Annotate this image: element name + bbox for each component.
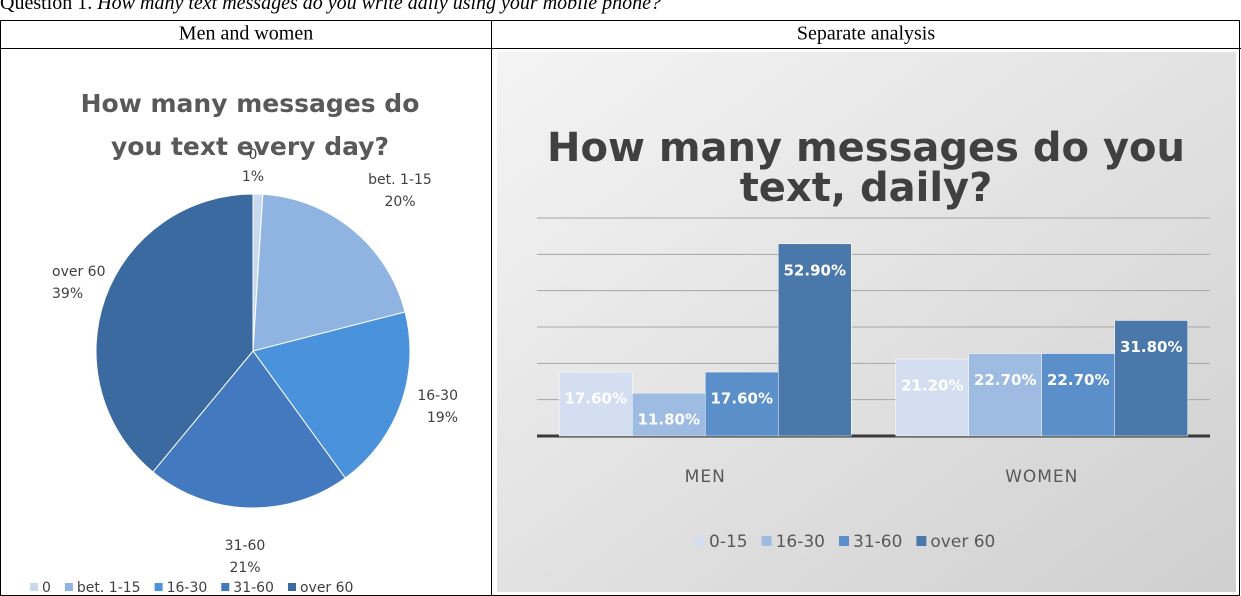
slice-label: bet. 1-15 [368,172,432,188]
data-label: 52.90% [784,261,846,279]
legend-swatch [761,536,772,546]
question-text: How many text messages do you write dail… [96,0,661,14]
pie-slice [95,193,254,473]
title-line: How many messages do you [547,125,1185,171]
title-line: How many messages do [81,89,420,118]
bar [559,371,633,437]
chart-background [497,52,1236,592]
slice-value: 20% [384,194,415,210]
legend-label: over 60 [930,532,995,552]
legend-swatch [221,583,230,591]
legend-swatch [30,583,38,591]
slice-value: 39% [52,286,83,302]
legend-label: 0-15 [709,532,748,552]
legend-label: 31-60 [233,580,274,596]
slice-label: 31-60 [225,538,266,554]
bar [632,392,706,437]
slice-value: 21% [229,560,260,576]
legend-swatch [154,583,163,591]
pie-slice [252,311,411,479]
data-label: 31.80% [1120,338,1182,356]
legend-label: 0 [42,580,51,596]
legend-label: 16-30 [776,532,825,552]
header-cell: Separate analysis [797,23,935,45]
data-label: 21.20% [901,376,963,394]
legend-swatch [695,536,705,546]
legend-swatch [839,536,849,546]
x-tick-label: WOMEN [1005,467,1078,487]
question: Question 1. How many text messages do yo… [0,0,661,14]
x-tick-label: MEN [685,467,726,487]
slice-label: 16-30 [417,388,458,404]
data-label: 17.60% [711,390,773,408]
pie-slice [252,193,406,352]
slice-label: 0 [249,147,258,163]
header-cell: Men and women [179,23,313,45]
bar [1114,320,1188,437]
data-label: 17.60% [565,390,627,408]
slice-value: 1% [242,169,264,185]
slice-label: over 60 [52,264,105,280]
chart-title: How many messages do you text every day? [81,89,420,161]
bar [705,371,779,437]
legend-label: 31-60 [853,532,902,552]
slice-value: 19% [427,410,458,426]
legend-swatch [916,536,927,546]
question-number: Question 1. [0,0,92,14]
bar [1041,353,1115,437]
legend-label: over 60 [300,580,353,596]
bar [778,243,852,437]
data-label: 22.70% [1047,371,1109,389]
legend-swatch [64,583,73,591]
pie-slice [152,350,346,509]
data-label: 11.80% [638,411,700,429]
title-line: text, daily? [740,165,993,211]
legend-swatch [287,583,296,591]
legend-label: bet. 1-15 [77,580,141,596]
bar [968,353,1042,437]
title-line: you text every day? [111,132,389,161]
legend-label: 16-30 [167,580,208,596]
chart-title: How many messages do you text, daily? [547,125,1185,211]
bar [895,358,969,437]
data-label: 22.70% [974,371,1036,389]
